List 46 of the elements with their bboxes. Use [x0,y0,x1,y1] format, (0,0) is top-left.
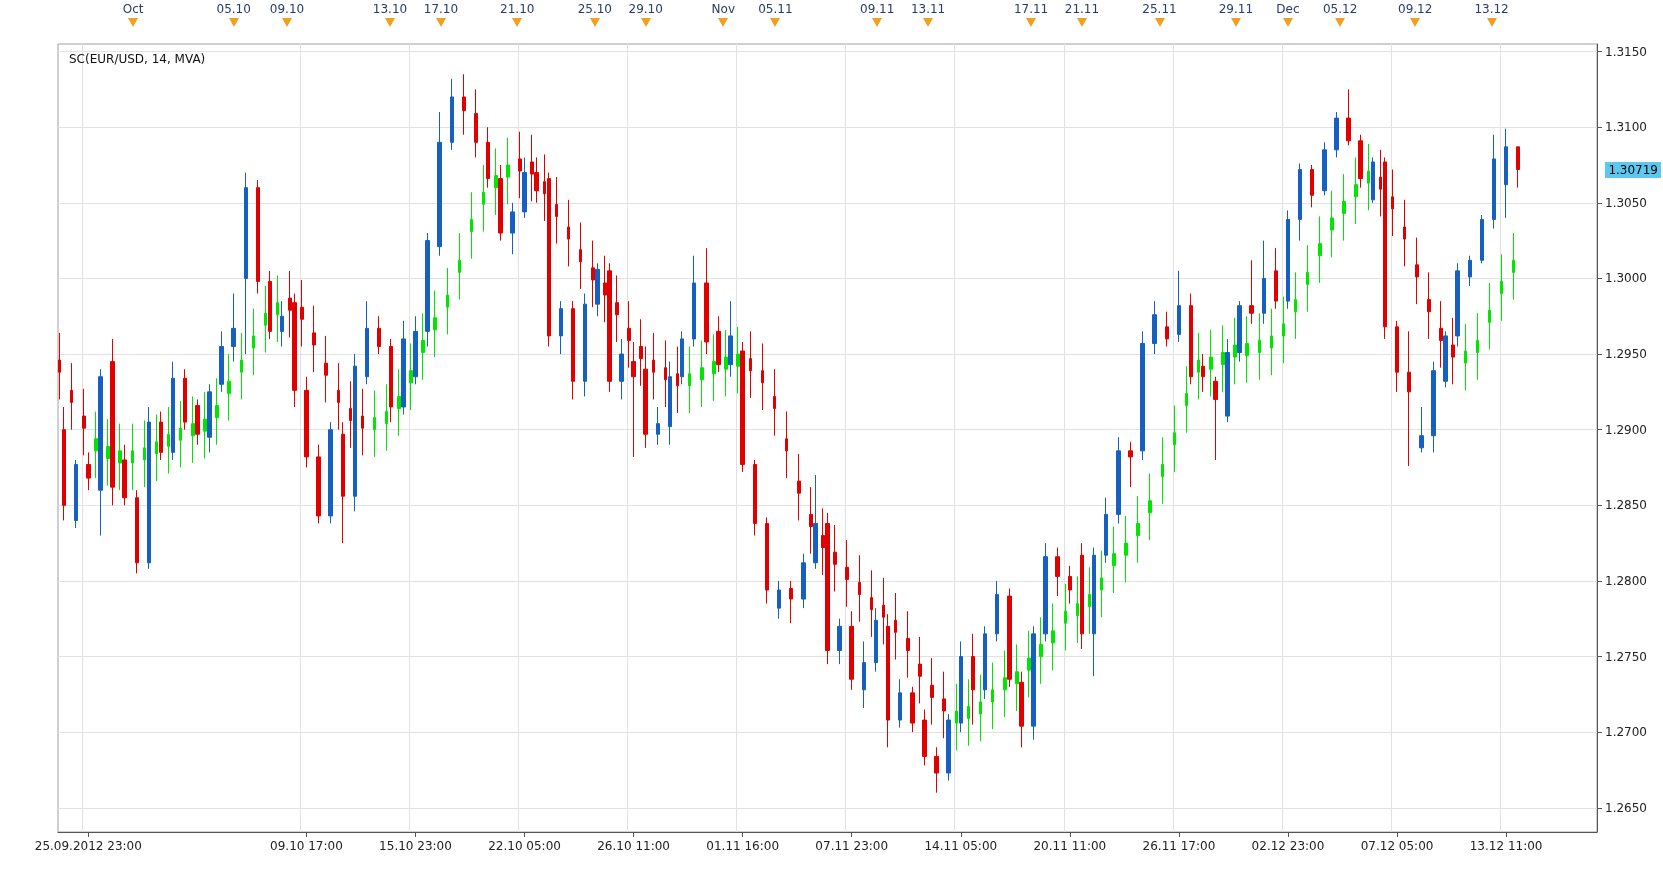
x-tick-label: 20.11 11:00 [1033,839,1107,853]
text: 05.10 [216,2,251,16]
x-tick-label: 26.11 17:00 [1142,839,1216,853]
text: 05.11 [758,2,793,16]
y-tick-label: 1.2750 [1605,649,1647,664]
x-tick-label: 07.12 05:00 [1360,839,1434,853]
text: 09.12 [1398,2,1433,16]
text: 29.11 [1218,2,1254,16]
text: Oct [122,2,144,16]
x-tick-label: 09.10 17:00 [270,839,343,853]
x-tick-label: 15.10 23:00 [379,839,452,853]
y-tick-label: 1.2700 [1605,725,1647,740]
text: SC(EUR/USD, 14, MVA) [69,52,206,66]
text: 21.10 [500,2,535,16]
x-tick-label: 25.09.2012 23:00 [34,839,142,853]
y-tick-label: 1.2900 [1605,422,1647,437]
x-tick-label: 14.11 05:00 [924,839,998,853]
text: 17.11 [1013,2,1049,16]
text: 13.10 [372,2,408,16]
text: 09.10 [269,2,305,16]
y-tick-label: 1.3050 [1605,195,1647,210]
y-tick-label: 1.2650 [1605,800,1647,815]
y-tick-label: 1.3150 [1605,44,1647,59]
y-tick-label: 1.3100 [1605,120,1647,135]
text: 1.30719 [1605,161,1661,178]
x-tick-label: 07.11 23:00 [815,839,889,853]
text: 25.10 [577,2,613,16]
text: Dec [1276,2,1300,16]
y-tick-label: 1.2800 [1605,573,1647,588]
y-tick-label: 1.3000 [1605,271,1647,286]
text: Nov [711,2,735,16]
text: 17.10 [423,2,459,16]
y-tick-label: 1.2850 [1605,498,1647,513]
text: 13.11 [910,2,946,16]
text: 05.12 [1322,2,1358,16]
x-tick-label: 02.12 23:00 [1251,839,1325,853]
x-tick-label: 22.10 05:00 [488,839,561,853]
text: 25.11 [1142,2,1177,16]
text: 13.12 [1474,2,1509,16]
text: 21.11 [1064,2,1100,16]
x-tick-label: 26.10 11:00 [597,839,670,853]
text: 29.10 [628,2,663,16]
text: 09.11 [859,2,895,16]
y-tick-label: 1.2950 [1605,347,1647,362]
x-tick-label: 13.12 11:00 [1469,839,1543,853]
x-tick-label: 01.11 16:00 [706,839,780,853]
